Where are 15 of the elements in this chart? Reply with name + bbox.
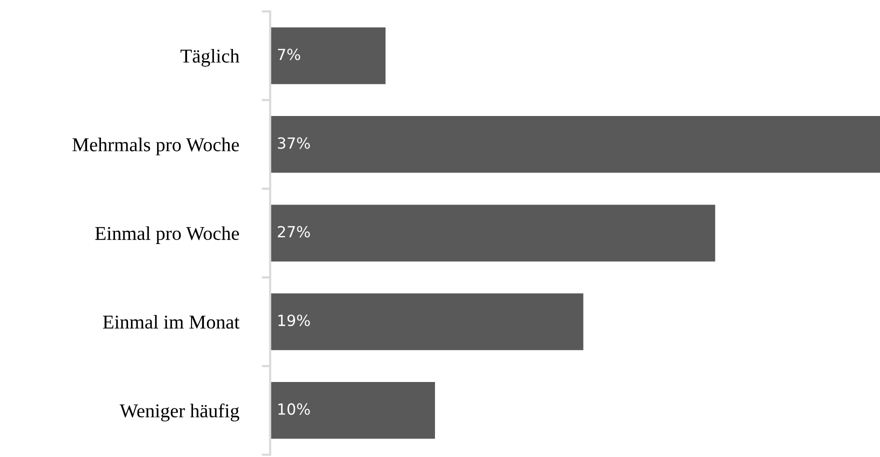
data-label: 10%: [278, 403, 310, 415]
y-tick-label: Mehrmals pro Woche: [72, 138, 239, 156]
bar: [270, 116, 880, 173]
y-tick-label: Einmal im Monat: [102, 314, 240, 329]
data-label: 37%: [278, 137, 310, 149]
data-label: 19%: [278, 314, 310, 326]
bar: [270, 27, 386, 84]
bar: [270, 293, 584, 350]
y-tick-label: Täglich: [180, 49, 240, 67]
data-label: 27%: [278, 226, 310, 238]
bar: [270, 382, 435, 439]
bar: [270, 204, 716, 262]
data-label: 7%: [278, 48, 300, 60]
y-tick-label: Weniger häufig: [120, 404, 240, 422]
y-tick-label: Einmal pro Woche: [95, 226, 239, 244]
